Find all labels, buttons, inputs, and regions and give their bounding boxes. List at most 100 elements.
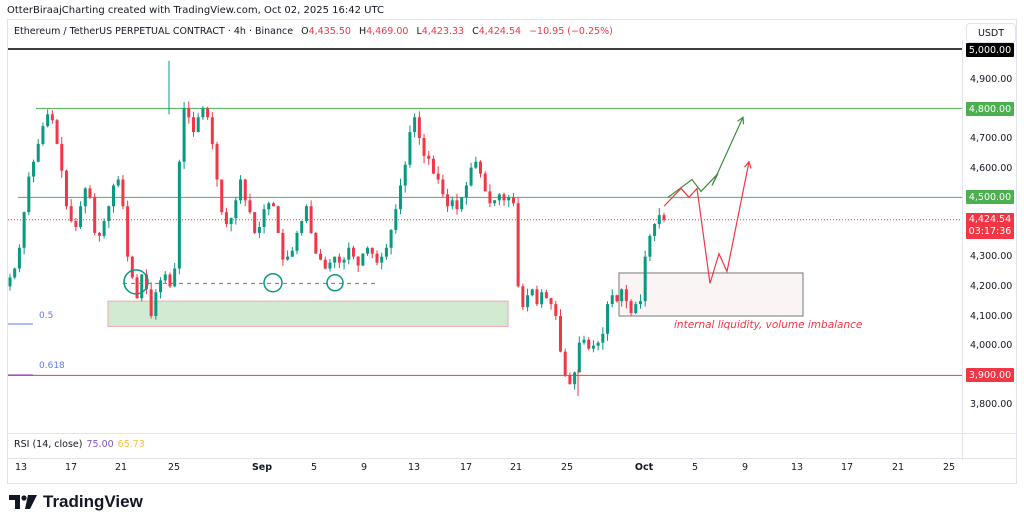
candle-up <box>27 176 31 213</box>
candle-up <box>493 200 497 204</box>
candle-up <box>591 345 595 349</box>
candle-down <box>422 138 426 156</box>
candle-up <box>469 167 473 186</box>
symbol-title[interactable]: Ethereum / TetherUS PERPETUAL CONTRACT ·… <box>14 26 294 37</box>
candle-up <box>342 259 346 263</box>
candle-down <box>281 232 285 260</box>
price-chart-canvas[interactable] <box>8 40 962 433</box>
x-tick: 17 <box>64 462 78 473</box>
candle-down <box>314 232 318 254</box>
candle-down <box>521 286 525 308</box>
candle-up <box>177 161 181 269</box>
candle-down <box>55 120 59 144</box>
x-tick: 9 <box>360 462 368 473</box>
candle-down <box>511 197 515 204</box>
candle-up <box>333 256 337 263</box>
candle-down <box>535 289 539 305</box>
x-tick: 25 <box>942 462 956 473</box>
candle-down <box>271 203 275 207</box>
liquidity-circle <box>123 269 149 295</box>
candle-up <box>474 161 478 168</box>
high-label: H <box>358 26 367 37</box>
last-price: 4,424.54 <box>968 214 1012 225</box>
candle-up <box>573 372 577 385</box>
x-tick: Sep <box>251 462 273 473</box>
candle-down <box>624 289 628 302</box>
candle-down <box>74 221 78 227</box>
candle-down <box>224 212 228 225</box>
tradingview-logo[interactable]: TradingView <box>9 492 143 512</box>
candle-down <box>60 143 64 171</box>
candle-down <box>121 179 125 207</box>
y-tick: 4,300.00 <box>970 251 1013 262</box>
candle-down <box>417 117 421 138</box>
candle-down <box>431 158 435 174</box>
candle-down <box>629 301 633 314</box>
scenario-path <box>667 116 744 198</box>
candle-down <box>568 375 572 385</box>
candle-up <box>361 253 365 266</box>
open-label: O <box>301 26 309 37</box>
arrowhead-icon <box>737 116 745 125</box>
close-value: 4,424.54 <box>478 26 522 37</box>
arrowhead-icon <box>744 160 752 169</box>
time-axis-divider <box>8 458 1016 459</box>
candle-down <box>479 161 483 174</box>
candle-up <box>366 247 370 254</box>
x-tick: 21 <box>114 462 128 473</box>
candle-up <box>112 185 116 207</box>
candle-up <box>380 256 384 263</box>
candle-down <box>554 304 558 316</box>
candle-up <box>41 126 45 144</box>
candle-down <box>144 274 148 290</box>
time-axis[interactable]: 13 17 21 25 Sep 5 9 13 17 21 25 Oct 5 9 13 17 21 25 <box>8 462 963 476</box>
close-label: C <box>472 26 479 37</box>
liquidity-circle <box>263 273 283 293</box>
candle-up <box>526 295 530 308</box>
price-tag-3900: 3,900.00 <box>966 368 1014 382</box>
rsi-pane-divider[interactable] <box>8 433 1016 434</box>
rsi-legend[interactable]: RSI (14, close) 75.00 65.73 <box>14 439 145 450</box>
x-tick: 17 <box>840 462 854 473</box>
candle-up <box>239 179 243 201</box>
candle-down <box>502 194 506 201</box>
tradingview-logo-icon <box>9 495 37 509</box>
x-tick: 5 <box>310 462 318 473</box>
candle-down <box>356 256 360 266</box>
rsi-ma-value: 65.73 <box>117 439 145 450</box>
candle-up <box>17 247 21 269</box>
currency-unit-button[interactable]: USDT <box>966 23 1016 43</box>
candle-down <box>220 179 224 213</box>
candle-up <box>83 188 87 207</box>
candle-up <box>657 215 661 225</box>
x-tick: 25 <box>560 462 574 473</box>
chart-frame <box>7 19 1017 484</box>
x-tick: 17 <box>459 462 473 473</box>
x-tick: 9 <box>741 462 749 473</box>
candle-up <box>182 108 186 162</box>
candle-up <box>403 164 407 186</box>
candle-up <box>257 227 261 233</box>
candle-down <box>544 292 548 299</box>
candle-down <box>351 247 355 257</box>
x-tick: 13 <box>14 462 28 473</box>
candle-up <box>107 206 111 222</box>
y-tick: 4,100.00 <box>970 311 1013 322</box>
candle-up <box>507 197 511 201</box>
candle-down <box>187 108 191 118</box>
candle-up <box>32 161 36 177</box>
y-tick: 3,800.00 <box>970 399 1013 410</box>
internal-liquidity-annotation: internal liquidity, volume imbalance <box>674 319 863 331</box>
candle-up <box>540 292 544 305</box>
candle-up <box>267 203 271 210</box>
scenario-path <box>663 161 750 284</box>
candle-down <box>446 194 450 207</box>
candle-down <box>319 253 323 260</box>
brand-name: TradingView <box>43 492 143 511</box>
candle-up <box>497 194 501 201</box>
candle-down <box>253 212 257 233</box>
price-tag-4500: 4,500.00 <box>966 190 1014 204</box>
chart-credit: OtterBiraajCharting created with Trading… <box>7 5 384 16</box>
candle-down <box>97 232 101 236</box>
change-value: −10.95 (−0.25%) <box>529 26 613 37</box>
